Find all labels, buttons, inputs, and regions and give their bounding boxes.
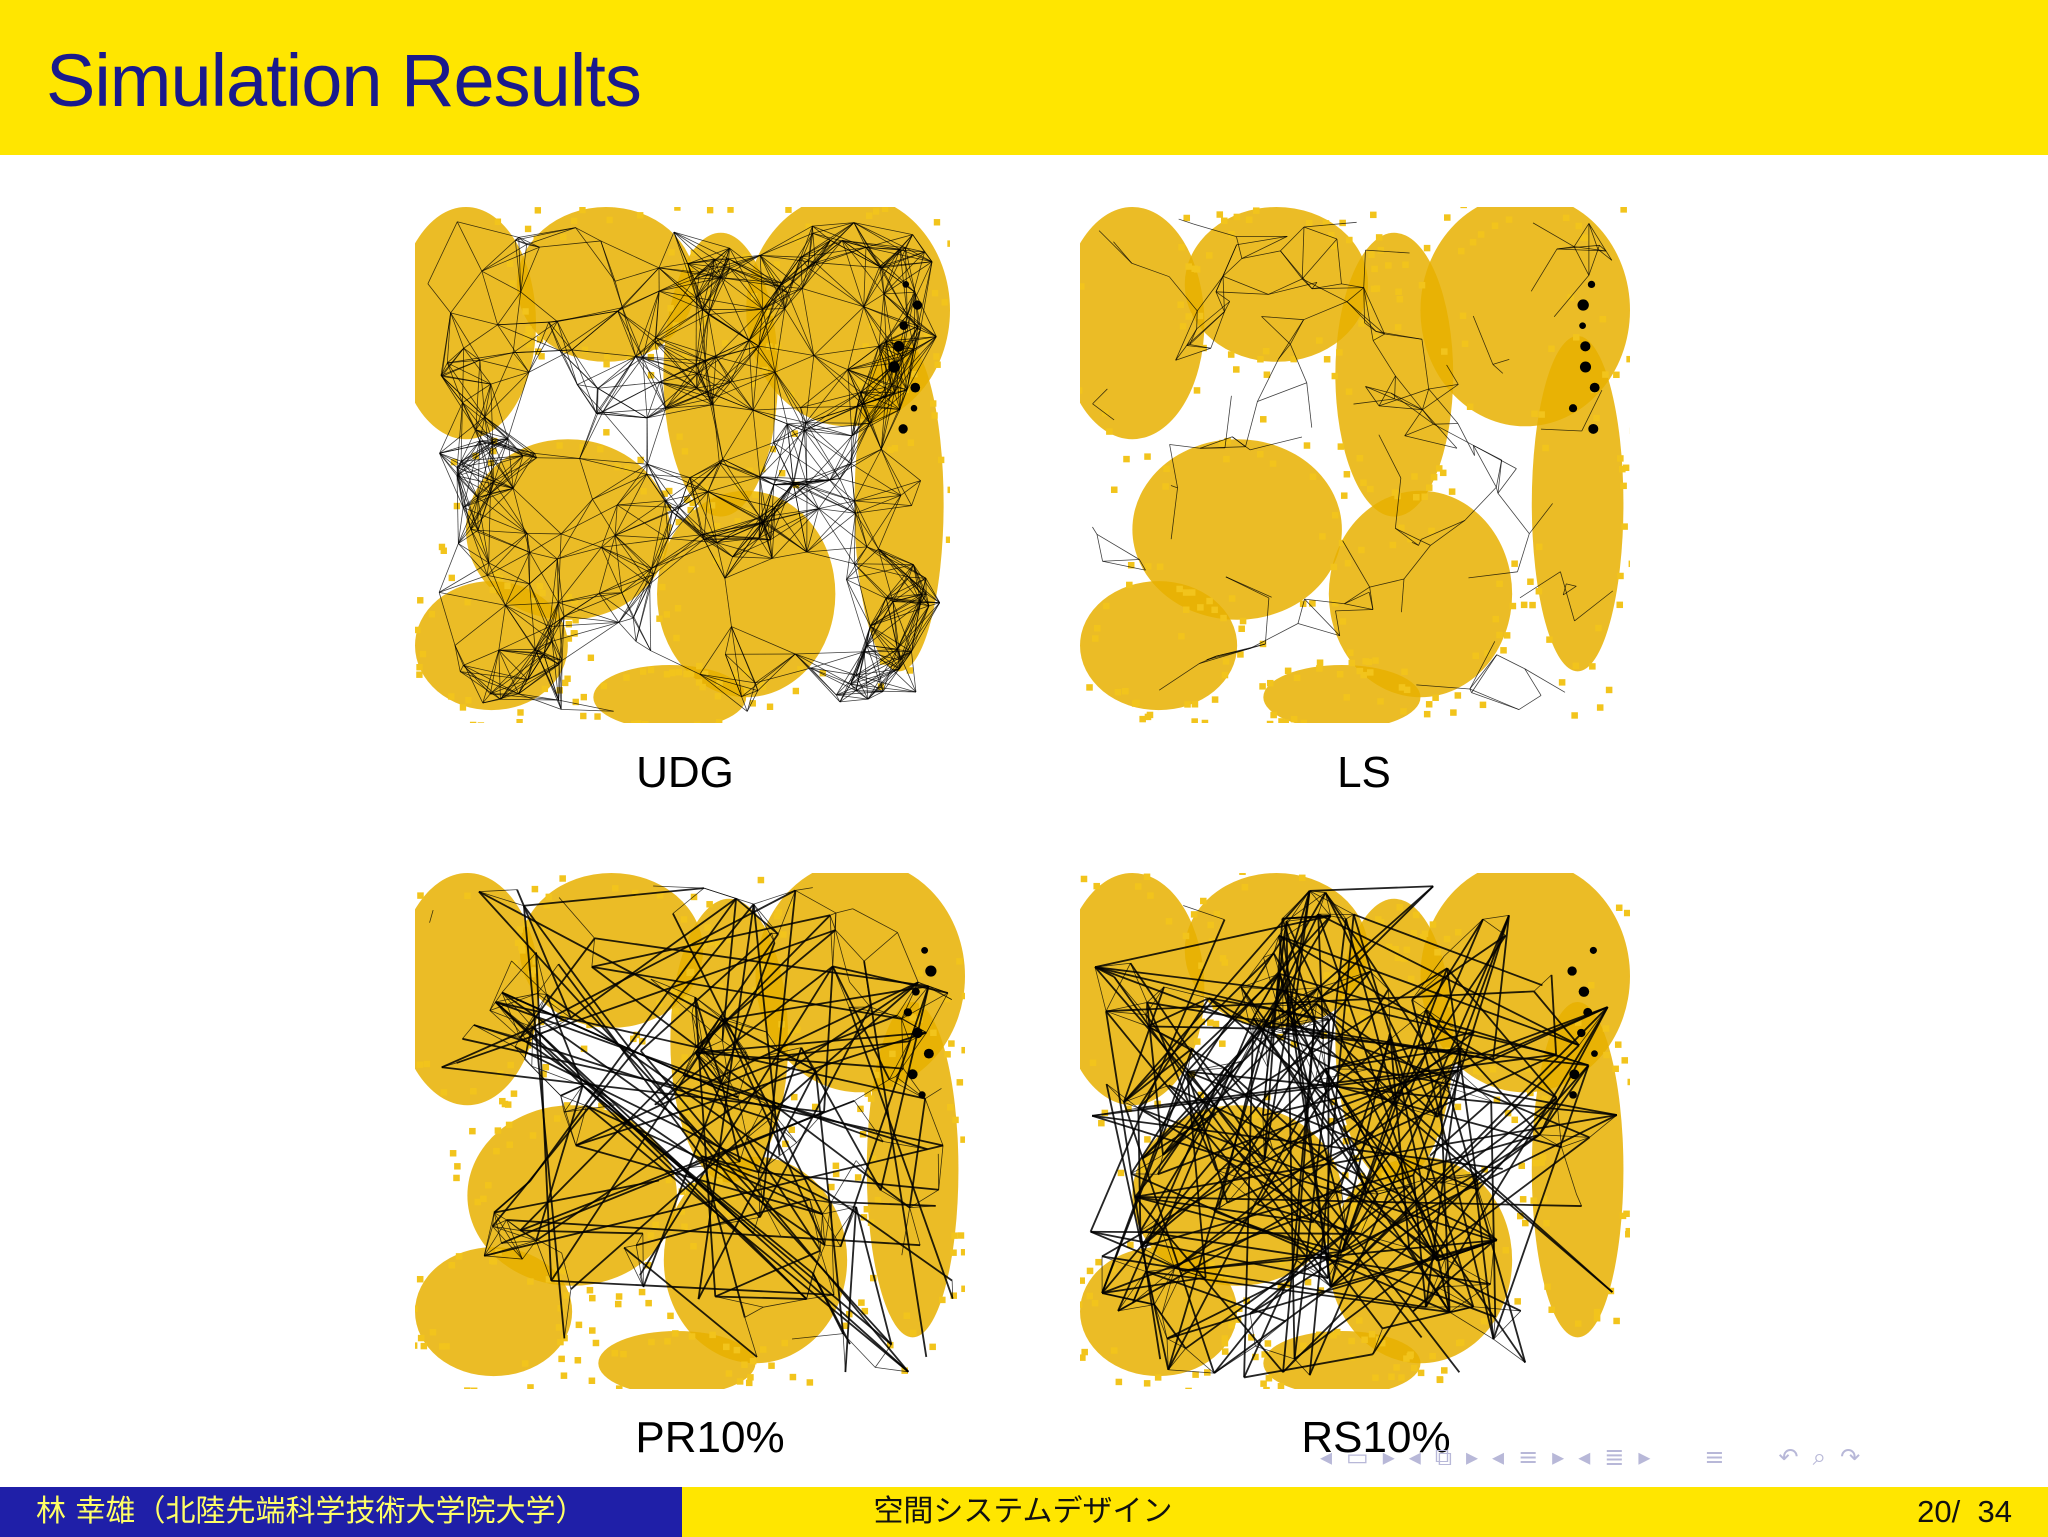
frame-icon[interactable]: ▭ [1346, 1443, 1369, 1471]
footer-author: 林 幸雄（北陸先端科学技術大学院大学） [0, 1487, 682, 1537]
map-panel-pr10 [415, 873, 965, 1389]
map-panel-rs10 [1080, 873, 1630, 1389]
map-panel-ls [1080, 207, 1630, 723]
map-panel-udg [415, 207, 950, 723]
slide-title: Simulation Results [46, 39, 642, 122]
footer-course: 空間システムデザイン [682, 1487, 1364, 1537]
undo-icon[interactable]: ↶ [1778, 1443, 1799, 1471]
page-number: 20 [1917, 1494, 1952, 1529]
network-edges-rs10 [1089, 885, 1618, 1379]
search-icon[interactable]: ⌕ [1812, 1443, 1827, 1471]
arrow-left-icon[interactable]: ◂ [1320, 1443, 1333, 1471]
caption-rs10: RS10% [1301, 1413, 1451, 1462]
map-udg [415, 207, 950, 723]
page-separator: / [1951, 1494, 1961, 1529]
arrow-right-icon[interactable]: ▸ [1465, 1443, 1479, 1471]
footer: 林 幸雄（北陸先端科学技術大学院大学） 空間システムデザイン 20/ 34 [0, 1487, 2048, 1537]
map-ls [1080, 207, 1630, 723]
align-icon[interactable]: ≡ [1704, 1443, 1725, 1471]
subsection-icon[interactable]: ≣ [1604, 1443, 1625, 1471]
redo-icon[interactable]: ↷ [1840, 1443, 1861, 1471]
section-icon[interactable]: ≡ [1518, 1443, 1539, 1471]
beamer-navigation: ◂ ▭ ▸ ◂ ⧉ ▸ ◂ ≡ ▸ ◂ ≣ ▸ ≡ ↶ ⌕ ↷ [1320, 1440, 1860, 1474]
map-pr10 [415, 873, 965, 1389]
map-rs10 [1080, 873, 1630, 1389]
arrow-right-icon[interactable]: ▸ [1382, 1443, 1395, 1471]
hub-nodes-pr10 [903, 946, 937, 1099]
network-edges-udg [427, 221, 941, 712]
arrow-left-icon[interactable]: ◂ [1408, 1443, 1421, 1471]
arrow-right-icon[interactable]: ▸ [1638, 1443, 1651, 1471]
caption-pr10: PR10% [635, 1413, 785, 1462]
network-edges-pr10 [429, 885, 954, 1373]
hub-nodes-udg [888, 281, 923, 434]
caption-udg: UDG [636, 748, 734, 797]
footer-page: 20/ 34 [1364, 1487, 2048, 1537]
arrow-left-icon[interactable]: ◂ [1492, 1443, 1505, 1471]
hub-nodes-rs10 [1567, 946, 1598, 1099]
population-map-ls [1080, 207, 1630, 723]
frame-icon[interactable]: ⧉ [1434, 1443, 1452, 1471]
title-bar: Simulation Results [0, 0, 2048, 155]
network-edges-ls [1092, 218, 1614, 710]
page-total: 34 [1977, 1494, 2012, 1529]
arrow-right-icon[interactable]: ▸ [1552, 1443, 1565, 1471]
arrow-left-icon[interactable]: ◂ [1578, 1443, 1591, 1471]
hub-nodes-ls [1568, 280, 1600, 434]
caption-ls: LS [1337, 748, 1391, 797]
